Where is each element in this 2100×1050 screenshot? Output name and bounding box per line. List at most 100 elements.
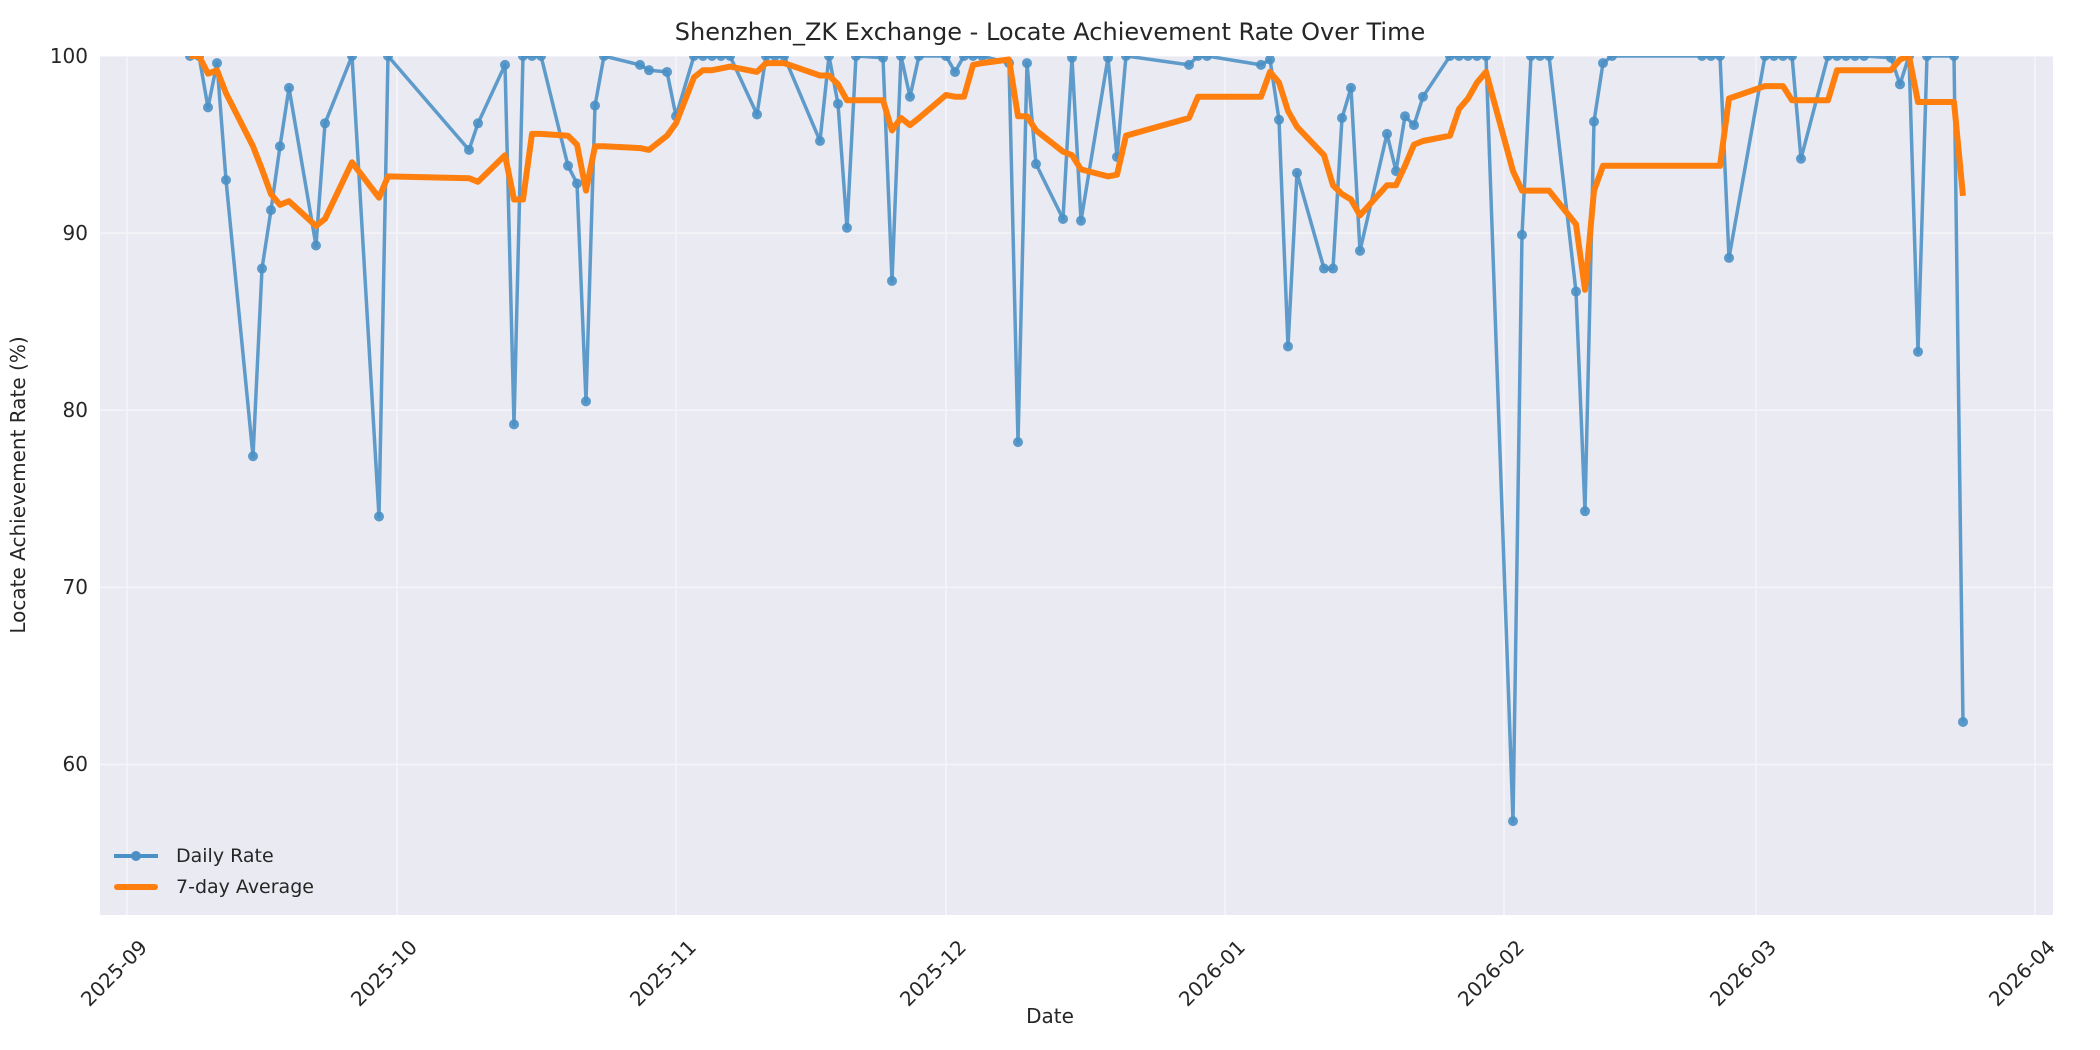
daily-rate-point: [473, 118, 483, 129]
x-tick-label: 2026-03: [1704, 935, 1781, 1012]
x-tick-label: 2026-02: [1452, 935, 1529, 1012]
daily-rate-point: [1481, 56, 1491, 61]
daily-rate-point: [878, 56, 888, 63]
daily-rate-point: [518, 56, 528, 61]
daily-rate-point: [716, 56, 726, 61]
daily-rate-point: [1031, 159, 1041, 170]
daily-rate-point: [1058, 213, 1068, 224]
daily-rate-point: [1778, 56, 1788, 61]
y-tick-label: 80: [62, 398, 88, 423]
daily-rate-point: [1724, 252, 1734, 263]
daily-rate-point: [851, 56, 861, 61]
daily-rate-point: [374, 511, 384, 522]
daily-rate-point: [950, 66, 960, 77]
daily-rate-point: [824, 56, 834, 61]
daily-rate-point: [464, 144, 474, 155]
daily-rate-point: [1418, 91, 1428, 102]
daily-rate-point: [536, 56, 546, 61]
daily-rate-point: [1571, 286, 1581, 297]
daily-rate-point: [1526, 56, 1536, 61]
daily-rate-point: [1760, 56, 1770, 61]
daily-rate-point: [1337, 112, 1347, 123]
daily-rate-point: [1769, 56, 1779, 61]
daily-rate-point: [779, 56, 789, 61]
daily-rate-point: [1463, 56, 1473, 61]
daily-rate-point: [257, 263, 267, 274]
daily-rate-point: [644, 65, 654, 76]
x-tick-label: 2026-04: [1983, 935, 2060, 1012]
daily-rate-point: [1607, 56, 1617, 61]
daily-rate-point: [1283, 341, 1293, 352]
daily-rate-point: [1409, 120, 1419, 131]
daily-rate-line: [190, 56, 1965, 823]
daily-rate-point: [1256, 59, 1266, 70]
daily-rate-point: [1886, 56, 1896, 63]
daily-rate-point: [833, 98, 843, 109]
daily-rate-point: [347, 56, 357, 61]
daily-rate-point: [1922, 56, 1932, 61]
daily-rate-point: [1103, 56, 1113, 63]
daily-rate-point: [725, 56, 735, 61]
daily-rate-point: [1184, 59, 1194, 70]
legend-item-7-day-average: 7-day Average: [112, 871, 314, 902]
x-tick-label: 2026-01: [1173, 935, 1250, 1012]
daily-rate-point: [563, 160, 573, 171]
daily-rate-point: [1508, 816, 1518, 827]
line-icon: [112, 881, 160, 893]
daily-rate-point: [1895, 79, 1905, 90]
daily-rate-point: [212, 58, 222, 69]
daily-rate-point: [896, 56, 906, 61]
daily-rate-point: [284, 82, 294, 93]
x-tick-label: 2025-10: [345, 935, 422, 1012]
daily-rate-point: [1445, 56, 1455, 61]
daily-rate-point: [1535, 56, 1545, 61]
daily-rate-point: [689, 56, 699, 61]
daily-rate-point: [1589, 116, 1599, 127]
y-tick-label: 100: [49, 44, 88, 68]
daily-rate-point: [266, 205, 276, 216]
legend-label: Daily Rate: [176, 844, 274, 867]
daily-rate-point: [1022, 58, 1032, 69]
daily-rate-point: [248, 451, 258, 462]
daily-rate-point: [383, 56, 393, 61]
y-tick-label: 70: [62, 575, 88, 600]
daily-rate-point: [203, 102, 213, 113]
daily-rate-point: [1787, 56, 1797, 61]
daily-rate-point: [1715, 56, 1725, 61]
daily-rate-point: [509, 419, 519, 430]
daily-rate-point: [1400, 111, 1410, 122]
daily-rate-point: [1193, 56, 1203, 61]
daily-rate-point: [1958, 716, 1968, 727]
daily-rate-point: [1292, 167, 1302, 178]
daily-rate-point: [842, 222, 852, 233]
daily-rate-point: [752, 109, 762, 120]
daily-rate-point: [1382, 128, 1392, 139]
daily-rate-point: [968, 56, 978, 61]
x-tick-label: 2025-09: [75, 935, 152, 1012]
daily-rate-point: [1067, 56, 1077, 63]
daily-rate-point: [1544, 56, 1554, 61]
daily-rate-point: [1832, 56, 1842, 61]
daily-rate-point: [815, 136, 825, 147]
daily-rate-point: [1274, 114, 1284, 125]
daily-rate-point: [761, 56, 771, 61]
daily-rate-point: [698, 56, 708, 61]
daily-rate-point: [914, 56, 924, 61]
daily-rate-point: [1517, 229, 1527, 240]
x-tick-label: 2025-11: [624, 935, 701, 1012]
daily-rate-point: [941, 56, 951, 61]
legend-item-daily-rate: Daily Rate: [112, 840, 314, 871]
daily-rate-point: [320, 118, 330, 129]
daily-rate-point: [1796, 153, 1806, 164]
daily-rate-point: [1913, 346, 1923, 357]
daily-rate-point: [1328, 263, 1338, 274]
daily-rate-point: [959, 56, 969, 61]
daily-rate-point: [500, 59, 510, 70]
daily-rate-point: [1580, 506, 1590, 517]
daily-rate-point: [1598, 58, 1608, 69]
y-tick-label: 90: [62, 221, 88, 246]
y-tick-label: 60: [62, 752, 88, 777]
chart-title: Shenzhen_ZK Exchange - Locate Achievemen…: [674, 18, 1426, 46]
daily-rate-point: [1823, 56, 1833, 61]
daily-rate-point: [707, 56, 717, 61]
